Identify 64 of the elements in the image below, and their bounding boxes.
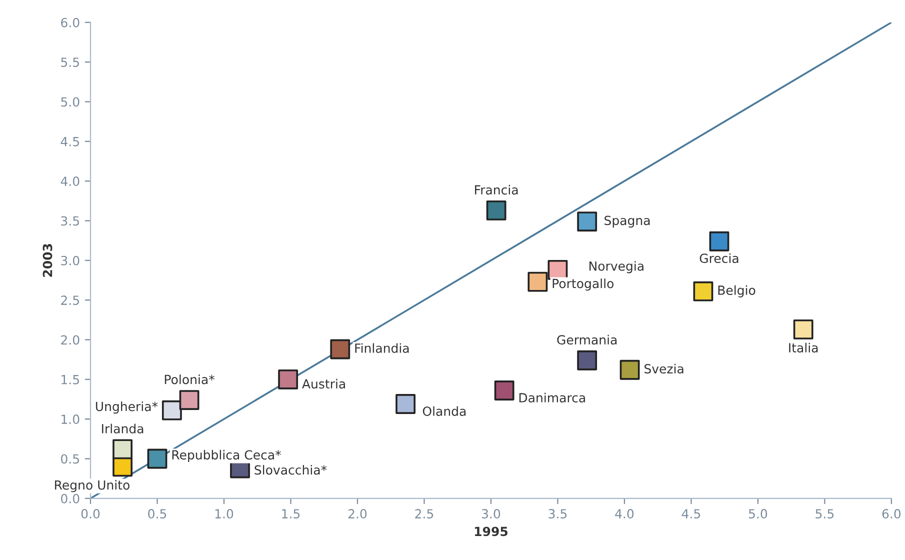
y-tick-label: 5.0 bbox=[61, 97, 80, 107]
point bbox=[112, 439, 132, 460]
point bbox=[147, 448, 168, 469]
y-tick-label: 0.0 bbox=[61, 494, 80, 504]
x-tick-label: 0.0 bbox=[81, 509, 100, 518]
annotation: Grecia bbox=[700, 253, 738, 264]
y-tick-label: 6.0 bbox=[61, 18, 80, 28]
y-tick-label: 1.5 bbox=[62, 375, 79, 384]
annotation: Belgio bbox=[718, 285, 756, 298]
y-tick-label: 5.5 bbox=[61, 58, 79, 67]
point bbox=[162, 400, 182, 420]
point bbox=[179, 390, 200, 410]
annotation: Italia bbox=[789, 342, 818, 352]
y-tick-label: 0.5 bbox=[61, 454, 79, 464]
y-tick-label: 1.0 bbox=[62, 414, 80, 424]
point bbox=[528, 272, 548, 292]
x-tick-label: 5.5 bbox=[816, 509, 834, 518]
point bbox=[278, 369, 298, 390]
annotation: Slovacchia* bbox=[254, 464, 327, 475]
annotation: Portogallo bbox=[552, 278, 614, 291]
y-tick-label: 2.0 bbox=[61, 335, 80, 345]
x-tick-label: 3.0 bbox=[482, 509, 500, 518]
annotation: Polonia* bbox=[164, 374, 214, 384]
point bbox=[577, 350, 598, 370]
x-tick-label: 4.5 bbox=[682, 509, 700, 518]
annotation: Germania bbox=[557, 334, 617, 345]
point bbox=[793, 319, 814, 340]
annotation: Francia bbox=[475, 184, 518, 195]
annotation: Regno Unito bbox=[55, 480, 130, 492]
point bbox=[693, 281, 714, 302]
point bbox=[620, 360, 640, 380]
annotation: Norvegia bbox=[589, 261, 644, 274]
x-tick-label: 2.0 bbox=[348, 509, 367, 518]
point bbox=[330, 339, 350, 360]
y-tick-label: 4.5 bbox=[60, 137, 79, 146]
point bbox=[396, 394, 416, 414]
annotation: Svezia bbox=[644, 364, 684, 374]
y-tick-label: 3.0 bbox=[61, 256, 80, 266]
x-axis-title: 1995 bbox=[474, 526, 508, 536]
y-tick-label: 4.0 bbox=[60, 176, 80, 186]
annotation: Repubblica Ceca* bbox=[172, 450, 281, 462]
y-axis-title: 2003 bbox=[42, 244, 52, 277]
point bbox=[494, 380, 514, 400]
x-tick-label: 0.5 bbox=[148, 509, 166, 518]
annotation: Ungheria* bbox=[96, 402, 158, 414]
annotation: Spagna bbox=[604, 216, 650, 228]
point bbox=[577, 212, 598, 232]
x-tick-label: 2.5 bbox=[415, 509, 434, 518]
annotation: Olanda bbox=[422, 406, 466, 416]
point bbox=[709, 231, 730, 252]
point bbox=[548, 260, 568, 280]
y-tick-label: 3.5 bbox=[61, 216, 79, 226]
x-tick-label: 3.5 bbox=[548, 509, 567, 518]
x-tick-label: 6.0 bbox=[882, 509, 901, 518]
annotation: Finlandia bbox=[355, 343, 409, 353]
point bbox=[486, 200, 506, 220]
x-tick-label: 1.0 bbox=[215, 509, 234, 518]
y-tick-label: 2.5 bbox=[61, 296, 79, 305]
x-tick-label: 4.0 bbox=[615, 509, 634, 518]
annotation: Irlanda bbox=[102, 424, 144, 434]
annotation: Austria bbox=[302, 378, 345, 389]
x-tick-label: 1.5 bbox=[282, 509, 300, 518]
x-tick-label: 5.0 bbox=[748, 509, 768, 518]
annotation: Danimarca bbox=[519, 392, 585, 402]
